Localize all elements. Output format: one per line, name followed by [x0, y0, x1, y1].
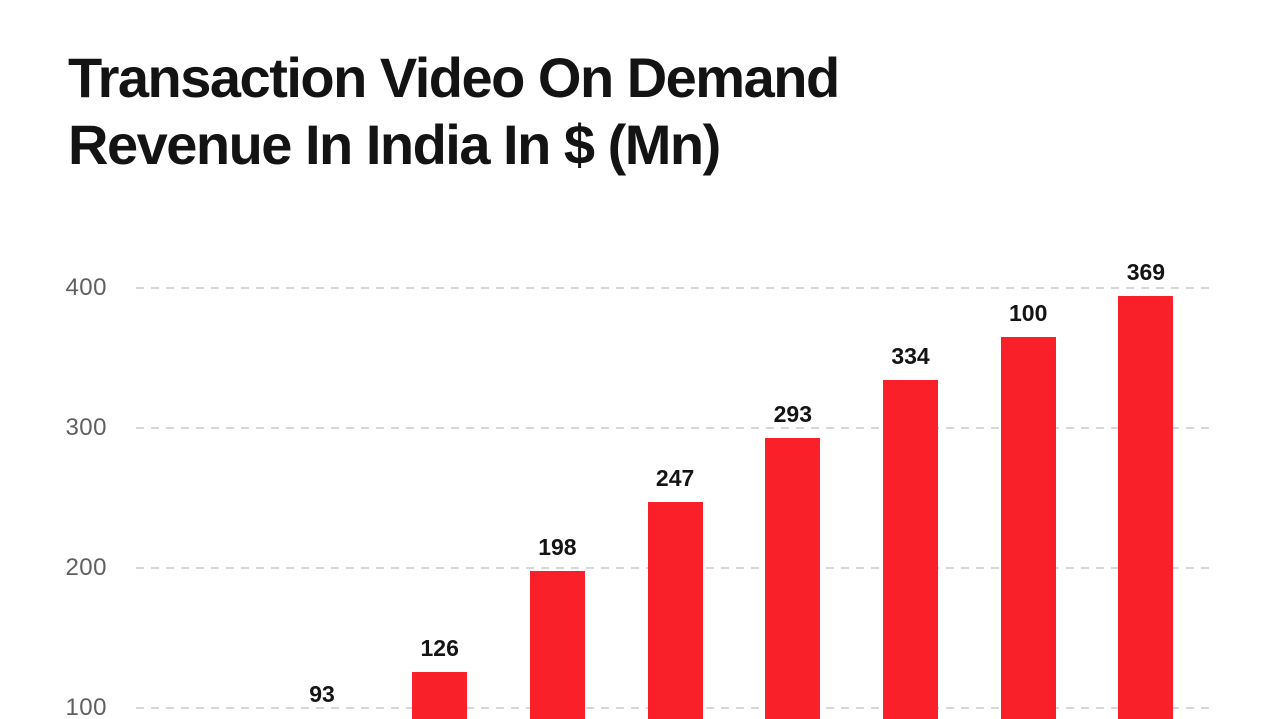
bar-334 [883, 380, 938, 719]
bar-293 [765, 437, 821, 719]
chart-title-line-1: Transaction Video On Demand [68, 46, 840, 109]
bar-value-label-293: 293 [773, 400, 812, 427]
bar-value-label-334: 334 [891, 343, 930, 370]
bar-126 [412, 671, 468, 719]
bar-value-label-93: 93 [309, 680, 335, 707]
bar-369 [1118, 296, 1174, 719]
bar-value-label-198: 198 [538, 533, 577, 560]
gridline-300 [136, 427, 1212, 429]
bar-198 [529, 570, 585, 719]
bar-value-label-369: 369 [1126, 259, 1166, 286]
y-axis-tick-label-300: 300 [65, 414, 107, 441]
y-axis-tick-label-200: 200 [65, 554, 107, 581]
gridline-400 [136, 287, 1212, 289]
bar-247 [647, 502, 703, 719]
chart-title: Transaction Video On Demand Revenue In I… [68, 44, 840, 178]
bar-value-label-247: 247 [655, 465, 695, 492]
y-axis-tick-label-400: 400 [65, 274, 107, 301]
y-axis-tick-label-100: 100 [65, 694, 107, 719]
bar-100 [1000, 337, 1056, 719]
chart-title-line-2: Revenue In India In $ (Mn) [68, 113, 721, 176]
bar-value-label-100: 100 [1009, 300, 1048, 326]
bar-value-label-126: 126 [420, 634, 459, 661]
